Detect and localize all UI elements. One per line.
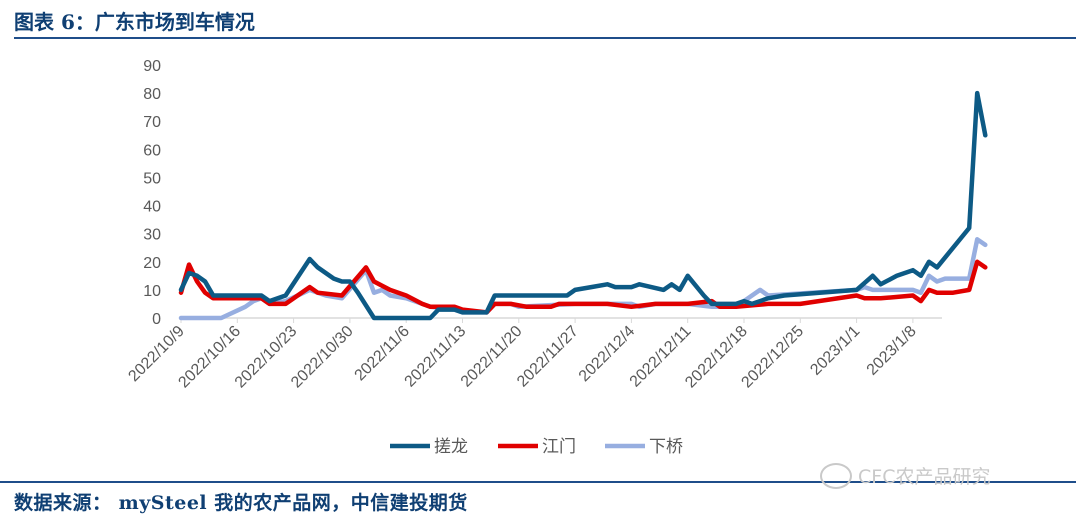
legend: 搓龙 江门 下桥 — [390, 437, 683, 457]
x-tick-label: 2023/1/8 — [864, 323, 920, 379]
footer-divider — [0, 481, 1076, 483]
y-tick-label: 10 — [143, 283, 161, 300]
line-chart: 0 10 20 30 40 50 60 70 80 90 2022/10/92022/10/162… — [125, 58, 988, 457]
watermark: CFC农产品研究 — [820, 462, 990, 489]
legend-label-xiaqiao: 下桥 — [649, 437, 683, 457]
y-tick-label: 70 — [143, 114, 161, 131]
title-divider — [14, 37, 1076, 39]
y-tick-label: 40 — [143, 199, 161, 216]
x-axis: 2022/10/92022/10/162022/10/232022/10/302… — [125, 318, 920, 391]
series-line-xiaqiao — [178, 237, 988, 321]
y-tick-label: 80 — [143, 86, 161, 103]
y-axis: 0 10 20 30 40 50 60 70 80 90 — [143, 58, 161, 328]
y-tick-label: 30 — [143, 227, 161, 244]
y-tick-label: 20 — [143, 255, 161, 272]
x-tick-label: 2023/1/1 — [807, 323, 863, 379]
legend-label-cuolong: 搓龙 — [434, 437, 468, 457]
chart-title: 图表 6：广东市场到车情况 — [14, 10, 255, 34]
watermark-text: CFC农产品研究 — [858, 466, 991, 488]
legend-label-jiangmen: 江门 — [542, 437, 576, 457]
y-tick-label: 60 — [143, 142, 161, 159]
series-layer — [178, 90, 988, 321]
y-tick-label: 50 — [143, 170, 161, 187]
y-tick-label: 0 — [152, 311, 161, 328]
x-tick-label: 2022/11/27 — [514, 323, 582, 391]
wechat-icon — [820, 462, 852, 489]
series-line-jiangmen — [178, 259, 988, 315]
data-source: 数据来源： mySteel 我的农产品网，中信建投期货 — [14, 492, 468, 514]
series-line-cuolong — [178, 90, 988, 321]
y-tick-label: 90 — [143, 58, 161, 75]
